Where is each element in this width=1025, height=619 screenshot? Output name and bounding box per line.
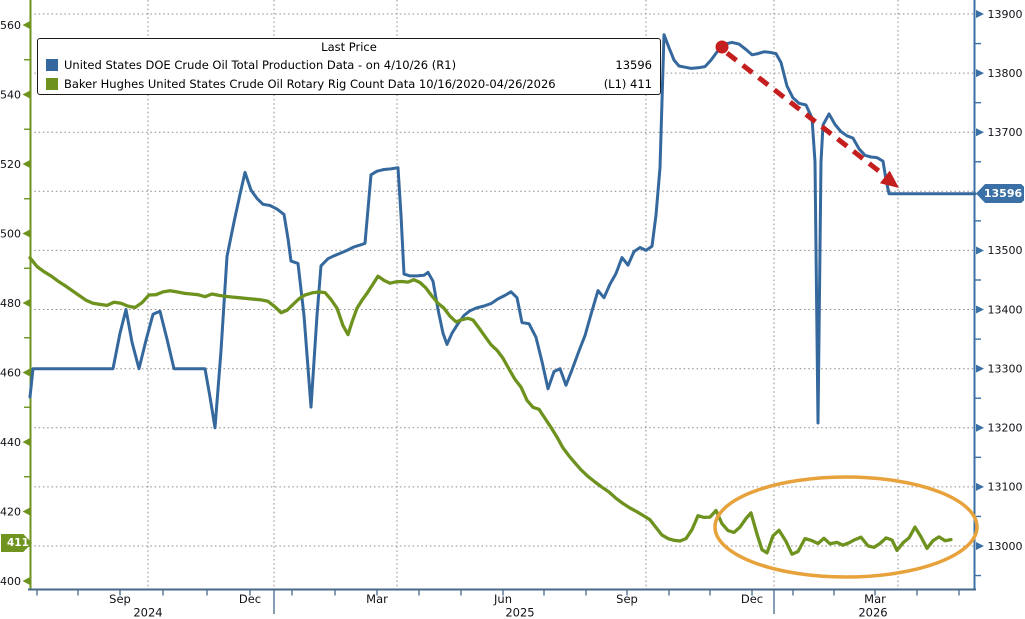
left-axis-tick-arrow-icon — [22, 21, 30, 29]
highlight-ellipse — [713, 475, 979, 579]
right-axis-label: 13900 — [988, 8, 1023, 21]
left-axis-tick-arrow-icon — [22, 229, 30, 238]
right-axis-label: 13800 — [988, 67, 1023, 80]
left-axis-label: 540 — [0, 88, 21, 101]
legend-row-production[interactable]: United States DOE Crude Oil Total Produc… — [38, 55, 660, 74]
legend-value: 13596 — [615, 57, 652, 72]
month-label: Sep — [109, 592, 131, 606]
left-axis-label: 420 — [0, 505, 21, 518]
legend-box: Last Price United States DOE Crude Oil T… — [37, 38, 661, 95]
left-axis-tick-arrow-icon — [22, 577, 30, 585]
trend-arrow-dot-icon — [715, 40, 729, 54]
right-axis-tick-arrow-icon — [976, 10, 984, 18]
left-axis-tick-arrow-icon — [22, 438, 30, 446]
right-axis-label: 13200 — [988, 422, 1023, 435]
month-label: Mar — [366, 592, 388, 606]
right-axis-tick-arrow-icon — [976, 541, 984, 550]
rig-count-series-swatch-icon — [46, 77, 58, 90]
right-axis-label: 13500 — [988, 244, 1023, 257]
left-axis-tick-arrow-icon — [22, 368, 30, 377]
right-axis-tick-arrow-icon — [976, 246, 984, 255]
trend-arrow-line — [725, 51, 886, 177]
right-axis-tick-arrow-icon — [976, 305, 984, 314]
right-axis-label: 13300 — [988, 362, 1023, 375]
production-series-swatch-icon — [46, 58, 58, 71]
month-label: Jun — [493, 592, 512, 606]
right-axis-label: 13000 — [988, 540, 1023, 553]
right-axis-tick-arrow-icon — [976, 482, 984, 491]
legend-title: Last Price — [321, 40, 377, 54]
right-axis-tick-arrow-icon — [976, 128, 984, 137]
left-axis-label: 480 — [0, 297, 21, 310]
left-axis-label: 460 — [0, 366, 21, 379]
month-label: Dec — [741, 592, 763, 606]
right-axis-label: 13400 — [988, 303, 1023, 316]
month-label: Sep — [616, 592, 638, 606]
right-axis-label: 13700 — [988, 126, 1023, 139]
legend-row-rig-count[interactable]: Baker Hughes United States Crude Oil Rot… — [38, 74, 660, 93]
year-label: 2026 — [858, 606, 887, 619]
trend-arrow-head-icon — [879, 170, 899, 188]
rig-count-series-line — [28, 256, 953, 556]
left-axis-label: 520 — [0, 158, 21, 171]
legend-label: United States DOE Crude Oil Total Produc… — [64, 57, 457, 72]
right-axis-last-value-badge: 13596 — [976, 184, 1024, 203]
left-axis-label: 500 — [0, 227, 21, 240]
production-series-line — [28, 33, 977, 430]
left-axis-tick-arrow-icon — [22, 299, 30, 307]
left-axis-tick-arrow-icon — [22, 90, 30, 99]
month-label: Mar — [864, 592, 886, 606]
right-axis-tick-arrow-icon — [976, 423, 984, 432]
month-label: Dec — [239, 592, 261, 606]
left-axis-tick-arrow-icon — [22, 507, 30, 516]
right-axis-tick-arrow-icon — [976, 364, 984, 373]
left-axis-last-value-badge: 411 — [1, 534, 32, 552]
left-axis-label: 560 — [0, 19, 21, 32]
year-label: 2024 — [133, 606, 162, 619]
left-axis-label: 440 — [0, 436, 21, 449]
year-label: 2025 — [505, 606, 534, 619]
right-axis-tick-arrow-icon — [976, 69, 984, 78]
legend-value: (L1) 411 — [603, 76, 652, 91]
left-axis-tick-arrow-icon — [22, 160, 30, 168]
left-axis-label: 400 — [0, 575, 21, 588]
right-axis-label: 13100 — [988, 481, 1023, 494]
legend-label: Baker Hughes United States Crude Oil Rot… — [64, 76, 556, 91]
